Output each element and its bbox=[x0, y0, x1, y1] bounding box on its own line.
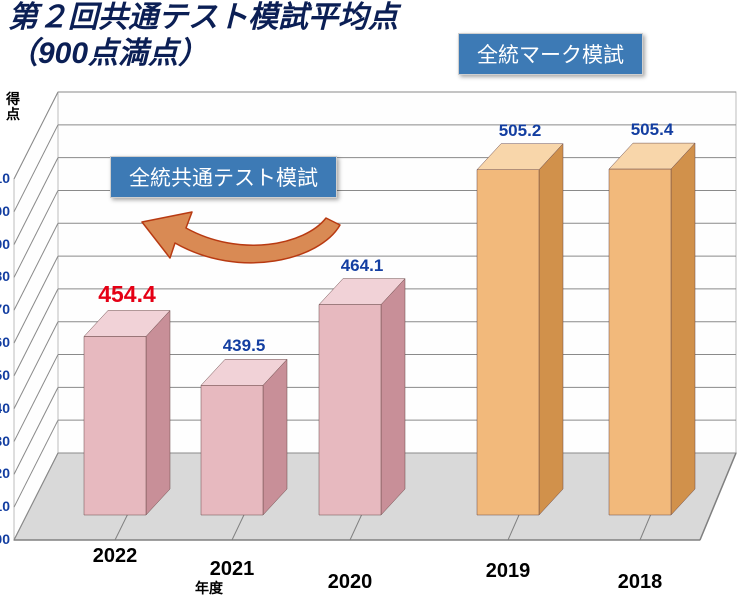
y-tick-label: 500 bbox=[0, 203, 10, 219]
x-tick-label: 2019 bbox=[486, 560, 531, 583]
y-tick-label: 480 bbox=[0, 268, 10, 284]
legend-right: 全統マーク模試 bbox=[458, 33, 643, 75]
bar-value-label: 454.4 bbox=[98, 281, 156, 308]
y-tick-label: 410 bbox=[0, 498, 10, 514]
x-tick-label: 2018 bbox=[618, 571, 663, 594]
y-tick-label: 460 bbox=[0, 334, 10, 350]
y-tick-label: 440 bbox=[0, 400, 10, 416]
x-axis-title: 年度 bbox=[195, 578, 223, 598]
y-tick-label: 450 bbox=[0, 367, 10, 383]
y-tick-label: 420 bbox=[0, 465, 10, 481]
legend-left: 全統共通テスト模試 bbox=[110, 156, 337, 198]
y-tick-label: 490 bbox=[0, 236, 10, 252]
y-tick-label: 510 bbox=[0, 170, 10, 186]
chart-container: { "title_line1": "第２回共通テスト模試平均点", "title… bbox=[0, 0, 750, 601]
y-tick-label: 400 bbox=[0, 531, 10, 547]
y-tick-label: 430 bbox=[0, 433, 10, 449]
bar-value-label: 439.5 bbox=[223, 336, 266, 356]
bar-value-label: 464.1 bbox=[341, 256, 384, 276]
x-tick-label: 2022 bbox=[93, 545, 138, 568]
x-tick-label: 2021 bbox=[210, 558, 255, 581]
x-tick-label: 2020 bbox=[328, 571, 373, 594]
bar-value-label: 505.2 bbox=[499, 121, 542, 141]
bar-value-label: 505.4 bbox=[631, 120, 674, 140]
y-tick-label: 470 bbox=[0, 301, 10, 317]
